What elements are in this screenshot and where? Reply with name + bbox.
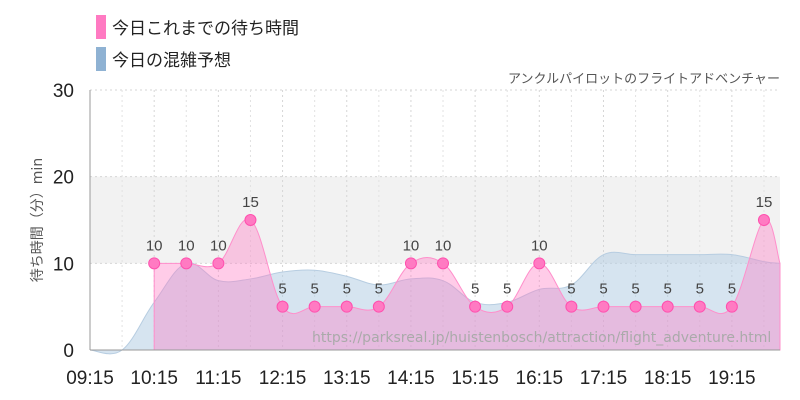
data-label: 15 bbox=[242, 194, 259, 211]
x-tick-label: 11:15 bbox=[195, 368, 241, 389]
data-label: 5 bbox=[278, 281, 286, 298]
data-label: 5 bbox=[343, 281, 351, 298]
data-point bbox=[148, 257, 161, 270]
data-labels: 10 10 10 15 5 5 5 5 10 10 5 5 10 5 5 5 5 5 5 15 bbox=[146, 194, 772, 298]
data-point bbox=[404, 257, 417, 270]
data-label: 10 bbox=[403, 237, 420, 254]
data-point bbox=[244, 214, 257, 226]
legend-swatch-actual bbox=[96, 14, 106, 39]
x-tick-label: 09:15 bbox=[66, 368, 114, 389]
data-label: 10 bbox=[210, 237, 227, 254]
data-point bbox=[725, 300, 738, 313]
x-tick-label: 13:15 bbox=[323, 368, 371, 389]
data-point bbox=[212, 257, 225, 270]
data-label: 5 bbox=[567, 281, 575, 298]
data-label: 10 bbox=[146, 237, 163, 254]
data-point bbox=[661, 300, 674, 313]
y-tick-label: 30 bbox=[53, 81, 74, 102]
data-point bbox=[372, 300, 385, 313]
data-label: 5 bbox=[696, 281, 704, 298]
data-point bbox=[469, 300, 482, 313]
data-label: 5 bbox=[664, 281, 672, 298]
legend-label-forecast: 今日の混雑予想 bbox=[112, 51, 231, 71]
data-point bbox=[757, 214, 770, 226]
x-tick-labels: 09:15 10:15 11:15 12:15 13:15 14:15 15:15 16:15… bbox=[66, 368, 755, 389]
data-point bbox=[308, 300, 321, 313]
legend-item-actual: 今日これまでの待ち時間 bbox=[96, 14, 299, 39]
legend-label-actual: 今日これまでの待ち時間 bbox=[112, 19, 299, 39]
data-point bbox=[437, 257, 450, 270]
data-point bbox=[533, 257, 546, 270]
forecast-area bbox=[89, 251, 781, 355]
data-label: 10 bbox=[435, 237, 452, 254]
x-tick-label: 10:15 bbox=[130, 368, 178, 389]
legend-item-forecast: 今日の混雑予想 bbox=[96, 46, 231, 71]
x-tick-label: 15:15 bbox=[451, 368, 499, 389]
data-label: 5 bbox=[310, 281, 318, 298]
y-tick-label: 0 bbox=[63, 341, 74, 362]
data-label: 5 bbox=[599, 281, 607, 298]
legend-swatch-forecast bbox=[96, 46, 106, 71]
data-label: 5 bbox=[471, 281, 479, 298]
data-label: 10 bbox=[531, 237, 548, 254]
data-point bbox=[340, 300, 353, 313]
y-axis-label: 待ち時間（分）min bbox=[30, 158, 46, 282]
data-point bbox=[629, 300, 642, 313]
data-point bbox=[597, 300, 610, 313]
data-label: 10 bbox=[178, 237, 195, 254]
y-tick-label: 20 bbox=[53, 168, 74, 189]
x-tick-label: 18:15 bbox=[644, 368, 692, 389]
x-tick-label: 14:15 bbox=[387, 368, 435, 389]
y-tick-labels: 0 10 20 30 bbox=[53, 81, 74, 362]
x-tick-label: 19:15 bbox=[708, 368, 756, 389]
data-point bbox=[565, 300, 578, 313]
highlight-band bbox=[90, 176, 780, 264]
data-label: 15 bbox=[756, 194, 773, 211]
data-point bbox=[276, 300, 289, 313]
x-tick-label: 17:15 bbox=[580, 368, 628, 389]
watermark-url: https://parksreal.jp/huistenbosch/attrac… bbox=[312, 330, 771, 346]
data-point bbox=[501, 300, 514, 313]
x-tick-label: 16:15 bbox=[516, 368, 564, 389]
data-label: 5 bbox=[631, 281, 639, 298]
x-tick-label: 12:15 bbox=[259, 368, 307, 389]
data-point bbox=[180, 257, 193, 270]
y-tick-label: 10 bbox=[53, 254, 74, 275]
data-label: 5 bbox=[728, 281, 736, 298]
actual-points bbox=[148, 214, 770, 313]
data-label: 5 bbox=[375, 281, 383, 298]
chart-subtitle: アンクルパイロットのフライトアドベンチャー bbox=[508, 72, 780, 87]
data-label: 5 bbox=[503, 281, 511, 298]
data-point bbox=[693, 300, 706, 313]
